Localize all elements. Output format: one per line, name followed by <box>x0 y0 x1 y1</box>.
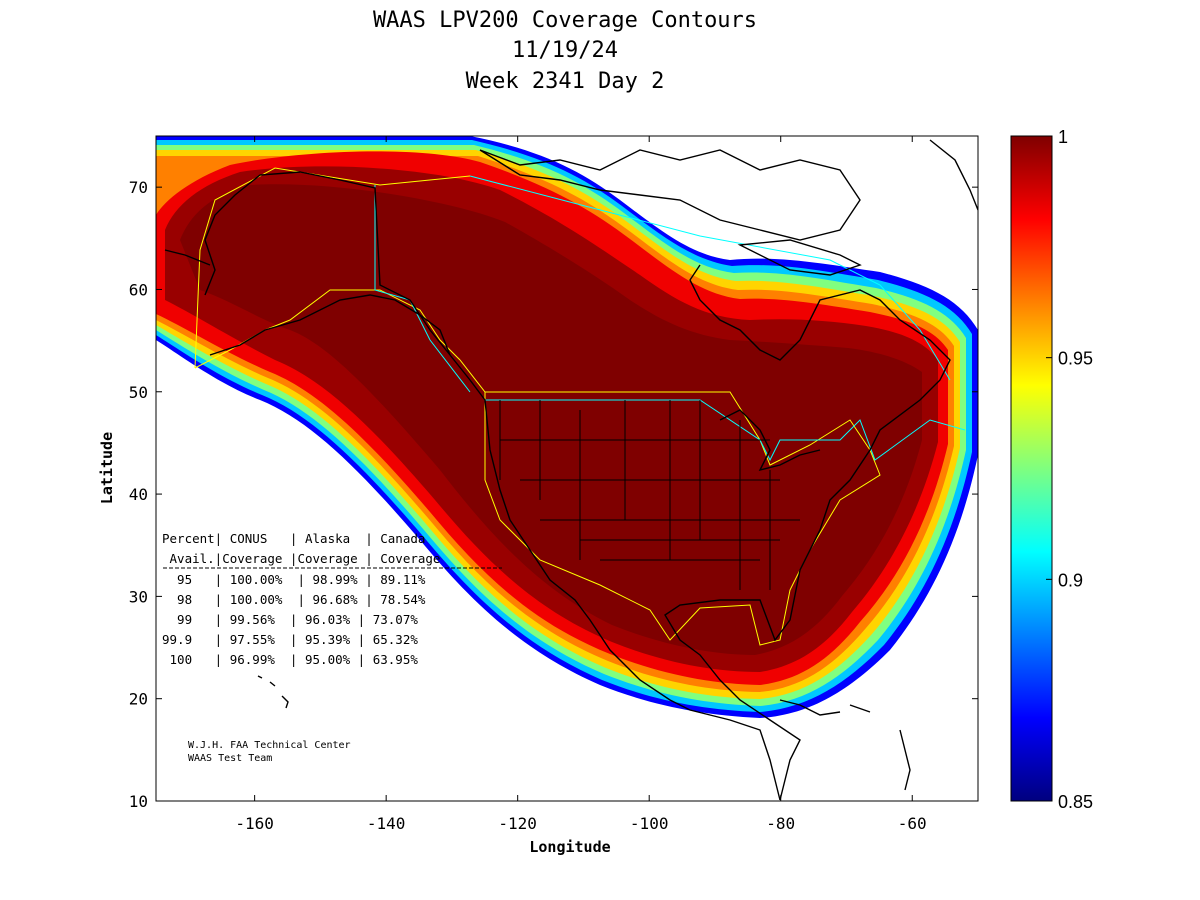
coverage-table-header-1: Percent| CONUS | Alaska | Canada <box>162 531 425 546</box>
x-tick-label: -80 <box>766 814 795 833</box>
chart-title-line-1: WAAS LPV200 Coverage Contours <box>373 8 757 33</box>
coverage-table-row: 95 | 100.00% | 98.99% | 89.11% <box>162 572 426 587</box>
y-tick-label: 50 <box>129 383 148 402</box>
coverage-table-row: 100 | 96.99% | 95.00% | 63.95% <box>162 652 418 667</box>
y-tick-label: 60 <box>129 280 148 299</box>
credit-line-1: W.J.H. FAA Technical Center <box>188 740 351 751</box>
credit-line-2: WAAS Test Team <box>188 753 272 764</box>
colorbar: 0.85 0.9 0.95 1 <box>1010 127 1093 812</box>
chart-title-line-3: Week 2341 Day 2 <box>466 69 665 94</box>
coverage-table-row: 99 | 99.56% | 96.03% | 73.07% <box>162 612 418 627</box>
coastline-north-america-east <box>664 264 951 801</box>
coastline-alaska <box>164 171 451 356</box>
coverage-table: Percent| CONUS | Alaska | Canada Avail.|… <box>162 531 502 667</box>
y-tick-label: 20 <box>129 690 148 709</box>
coastline-greenland <box>929 139 978 211</box>
y-tick-label: 10 <box>129 792 148 811</box>
coverage-contours <box>156 136 978 718</box>
y-axis-label: Latitude <box>98 432 116 504</box>
coastlines <box>164 139 978 801</box>
coverage-table-row: 98 | 100.00% | 96.68% | 78.54% <box>162 592 426 607</box>
x-tick-label: -60 <box>898 814 927 833</box>
map-plot-area <box>156 136 978 801</box>
plot-frame <box>155 135 979 802</box>
coastline-caribbean <box>779 699 911 791</box>
x-tick-label: -140 <box>367 814 406 833</box>
colorbar-ticks: 0.85 0.9 0.95 1 <box>1046 127 1093 812</box>
colorbar-gradient <box>1010 135 1053 802</box>
y-axis: 10 20 30 40 50 60 70 <box>129 178 978 811</box>
y-tick-label: 40 <box>129 485 148 504</box>
x-tick-label: -160 <box>235 814 274 833</box>
x-axis: -160 -140 -120 -100 -80 -60 <box>235 136 927 833</box>
x-tick-label: -120 <box>498 814 537 833</box>
colorbar-tick-label: 0.85 <box>1058 792 1093 812</box>
colorbar-tick-label: 1 <box>1058 127 1068 147</box>
colorbar-tick-label: 0.95 <box>1058 349 1093 369</box>
colorbar-tick-label: 0.9 <box>1058 570 1083 590</box>
coastline-arctic-islands <box>479 149 862 276</box>
coverage-table-header-2: Avail.|Coverage |Coverage | Coverage <box>162 551 440 566</box>
coastline-north-america-west <box>449 354 781 801</box>
coverage-table-row: 99.9 | 97.55% | 95.39% | 65.32% <box>162 632 418 647</box>
y-tick-label: 30 <box>129 587 148 606</box>
chart-title-line-2: 11/19/24 <box>512 38 618 63</box>
contour-band-core <box>180 184 922 655</box>
x-tick-label: -100 <box>630 814 669 833</box>
us-state-lines <box>499 400 800 590</box>
y-tick-label: 70 <box>129 178 148 197</box>
coastline-hawaii <box>257 675 289 709</box>
x-axis-label: Longitude <box>529 838 610 856</box>
coastline-great-lakes <box>719 409 821 472</box>
